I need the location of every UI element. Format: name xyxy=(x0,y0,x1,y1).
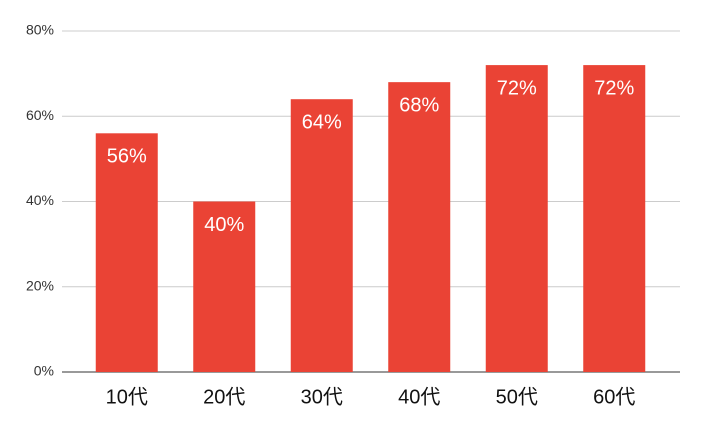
value-label: 56% xyxy=(107,146,147,168)
value-label: 64% xyxy=(302,111,342,133)
value-label: 68% xyxy=(399,94,439,116)
x-tick-label: 60代 xyxy=(593,385,635,408)
y-tick-label: 40% xyxy=(26,192,54,208)
bar xyxy=(95,133,158,372)
bar xyxy=(193,201,256,372)
x-tick-label: 20代 xyxy=(203,385,245,408)
value-label: 40% xyxy=(204,214,244,236)
bar xyxy=(290,99,353,372)
bar xyxy=(583,65,646,372)
x-tick-label: 10代 xyxy=(106,385,148,408)
y-tick-label: 80% xyxy=(26,22,54,38)
y-tick-label: 20% xyxy=(26,277,54,293)
x-tick-label: 50代 xyxy=(496,385,538,408)
bar xyxy=(485,65,548,372)
x-tick-label: 40代 xyxy=(398,385,440,408)
x-tick-label: 30代 xyxy=(301,385,343,408)
y-tick-label: 60% xyxy=(26,107,54,123)
bar xyxy=(388,82,451,373)
value-label: 72% xyxy=(594,77,634,99)
y-tick-label: 0% xyxy=(34,363,54,379)
value-label: 72% xyxy=(497,77,537,99)
